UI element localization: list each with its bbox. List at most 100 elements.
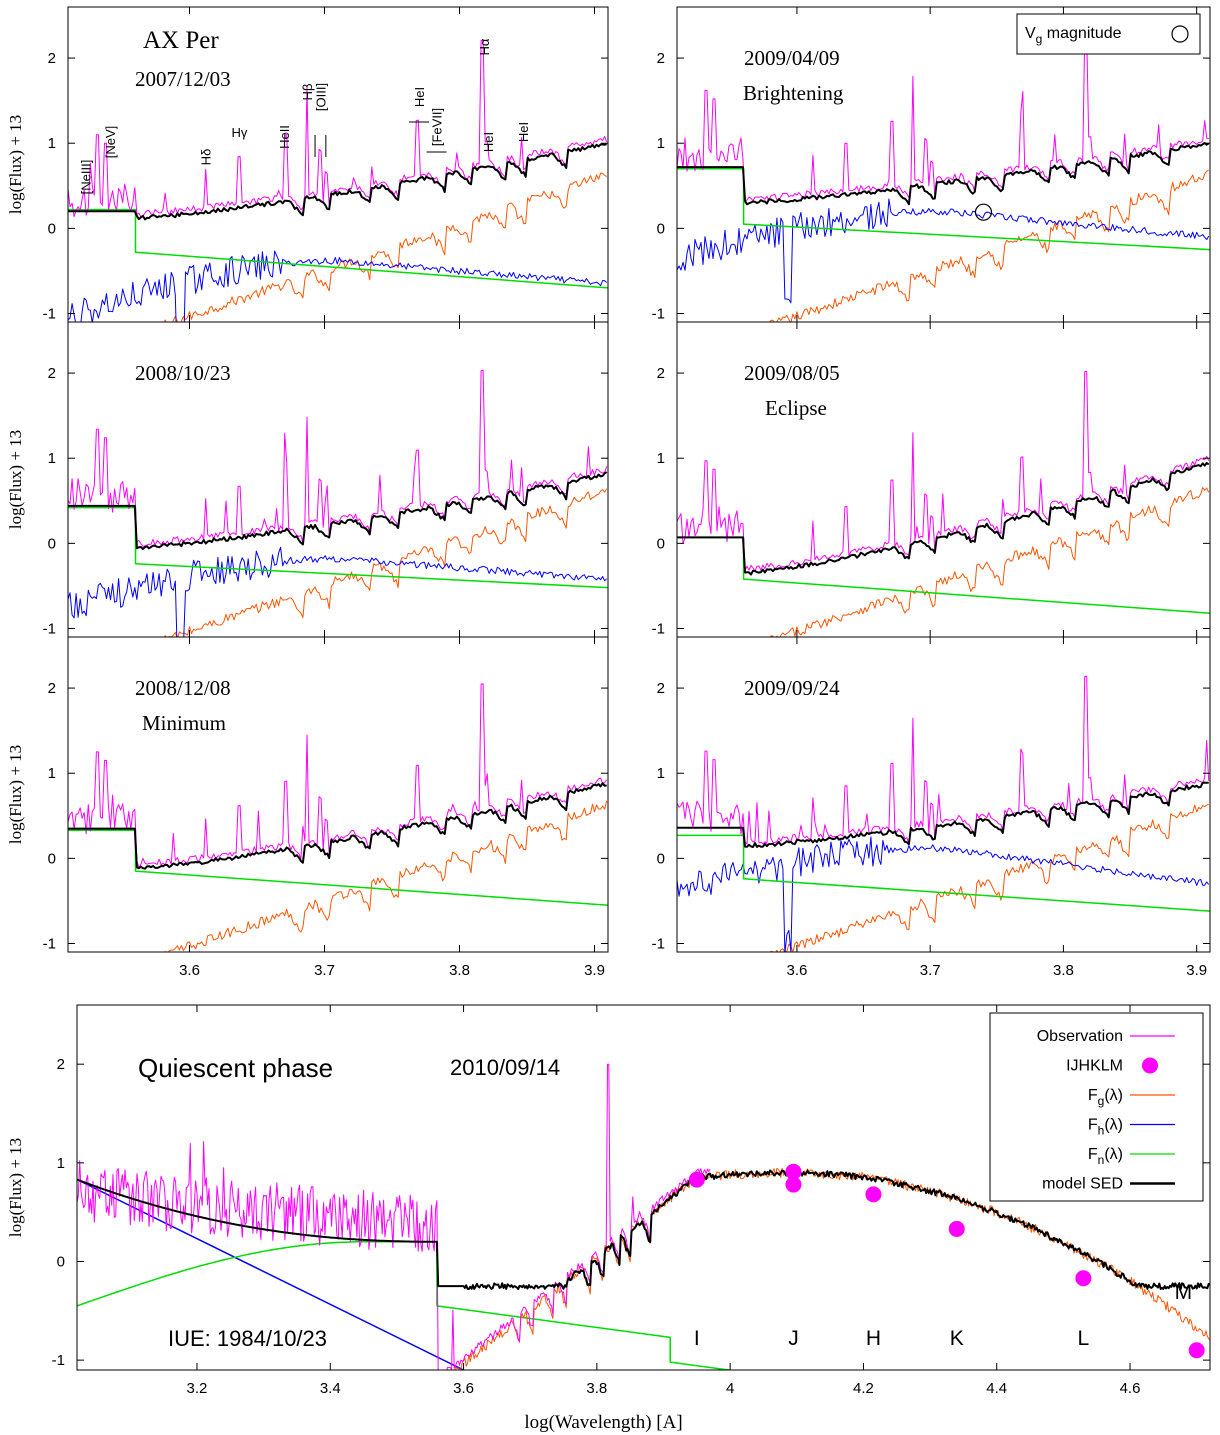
band-label: H <box>866 1327 881 1350</box>
panel-date: 2007/12/03 <box>135 67 231 91</box>
emission-line-label: [NeV] <box>103 126 118 159</box>
emission-line-label: HeI <box>412 87 427 107</box>
panel-p5: -1 0 1 2 3.6 3.7 3.8 3.9 log(Flux) + 13 2008/12/0… <box>6 636 609 979</box>
y-axis-label: log(Flux) + 13 <box>6 115 25 214</box>
y-axis-label: log(Flux) + 13 <box>6 745 25 844</box>
x-tick-label: 3.2 <box>187 1380 208 1397</box>
model-series <box>68 143 607 221</box>
model-series <box>68 782 607 870</box>
legend-label: IJHKLM <box>1066 1058 1123 1075</box>
x-axis-label: log(Wavelength) [A] <box>524 1412 682 1433</box>
model-series <box>677 781 1209 849</box>
legend-post: (λ) <box>1104 1146 1123 1163</box>
photometry-point <box>865 1186 882 1203</box>
vg-legend-sub: g <box>1036 32 1043 46</box>
x-tick-label: 3.4 <box>320 1380 341 1397</box>
legend-post: (λ) <box>1104 1087 1123 1104</box>
vg-legend-v: V <box>1025 25 1036 42</box>
legend-sub: h <box>1098 1124 1105 1138</box>
y-tick-label: 2 <box>48 50 56 67</box>
photometry-point <box>785 1176 802 1193</box>
panel-date: 2009/08/05 <box>744 361 840 385</box>
y-tick-label: 2 <box>657 365 665 382</box>
panel-date: 2010/09/14 <box>450 1055 560 1080</box>
x-tick-label: 3.8 <box>449 962 470 979</box>
vg-legend-label: Vg magnitude <box>1025 25 1122 46</box>
x-tick-label: 4.4 <box>986 1380 1007 1397</box>
panel-p6: -1 0 1 2 3.6 3.7 3.8 3.9 2009/09/24 <box>652 636 1211 979</box>
nebular-series <box>677 834 1210 912</box>
panel-bottom: -1 0 1 2 3.2 3.4 3.6 3.8 4 4.2 4.4 4.6 log(Flux) + 1… <box>6 1004 1211 1433</box>
emission-line-label: [OIII] <box>313 83 328 111</box>
model-series <box>677 142 1210 206</box>
nebular-series <box>77 1241 735 1370</box>
hot-series <box>68 250 608 322</box>
y-axis-label: log(Flux) + 13 <box>6 1138 25 1237</box>
legend-label: Observation <box>1037 1028 1123 1045</box>
observation-series <box>677 675 1210 845</box>
photometry-point <box>785 1163 802 1180</box>
panel-label: Brightening <box>743 81 844 105</box>
y-tick-label: -1 <box>652 305 665 322</box>
plot-frame <box>67 636 609 953</box>
panel-p2: -1 0 1 2 2009/04/09 Brightening Vg magnitude <box>652 6 1211 323</box>
band-label: K <box>950 1327 964 1350</box>
giant-series <box>769 169 1209 322</box>
plot-frame <box>676 636 1211 953</box>
x-tick-label: 3.6 <box>786 962 807 979</box>
legend-label: Fg(λ) <box>1088 1087 1123 1108</box>
panel-date: 2008/10/23 <box>135 361 231 385</box>
observation-series <box>68 683 608 868</box>
giant-series <box>164 488 608 637</box>
photometry-point <box>948 1220 965 1237</box>
hot-series <box>677 836 1210 952</box>
legend-text: model SED <box>1042 1176 1123 1193</box>
emission-line-label: HeI <box>516 122 531 142</box>
y-tick-label: 0 <box>48 220 56 237</box>
y-tick-label: 0 <box>48 535 56 552</box>
model-series <box>77 1169 1210 1291</box>
y-tick-label: 0 <box>657 535 665 552</box>
giant-series <box>770 803 1209 952</box>
vg-legend-box <box>1016 13 1201 55</box>
x-tick-label: 4 <box>726 1380 734 1397</box>
panel-title: Quiescent phase <box>138 1053 333 1083</box>
photometry-point <box>1188 1342 1205 1359</box>
y-tick-label: 1 <box>657 765 665 782</box>
emission-line-label: Hγ <box>232 125 248 140</box>
legend-sub: n <box>1098 1153 1105 1167</box>
y-tick-label: 2 <box>657 50 665 67</box>
x-tick-label: 3.8 <box>1053 962 1074 979</box>
vg-magnitude-marker <box>974 203 993 221</box>
x-tick-label: 4.6 <box>1120 1380 1141 1397</box>
emission-line-label: Hα <box>477 38 492 55</box>
x-tick-label: 3.7 <box>314 962 335 979</box>
model-series <box>68 471 608 550</box>
y-tick-label: 2 <box>657 680 665 697</box>
band-label: I <box>694 1327 700 1350</box>
observation-series <box>68 369 608 547</box>
y-tick-label: -1 <box>52 1352 65 1369</box>
y-tick-label: 2 <box>57 1056 65 1073</box>
nebular-series <box>677 536 1210 614</box>
y-tick-label: 0 <box>657 220 665 237</box>
observation-series <box>677 370 1210 572</box>
nebular-series <box>677 168 1210 251</box>
legend-label: model SED <box>1042 1176 1123 1193</box>
legend-text: Observation <box>1037 1028 1123 1045</box>
photometry-point <box>1075 1270 1092 1287</box>
y-tick-label: 1 <box>657 450 665 467</box>
y-tick-label: -1 <box>652 935 665 952</box>
giant-series <box>452 1167 1210 1370</box>
legend-label: Fn(λ) <box>1088 1146 1123 1167</box>
iue-label: IUE: 1984/10/23 <box>168 1326 327 1351</box>
panel-date: 2009/04/09 <box>744 46 840 70</box>
band-label: M <box>1175 1281 1193 1304</box>
panel-p4: -1 0 1 2 2009/08/05 Eclipse <box>652 321 1211 638</box>
panel-date: 2009/09/24 <box>744 676 840 700</box>
x-tick-label: 3.8 <box>586 1380 607 1397</box>
y-tick-label: -1 <box>43 620 56 637</box>
plot-frame <box>76 1004 1211 1371</box>
